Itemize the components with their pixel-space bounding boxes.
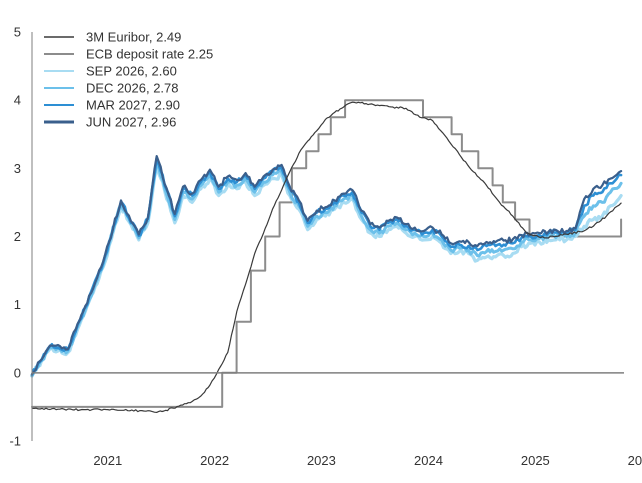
series-line-sep2026: [30, 163, 623, 378]
legend-label-sep2026: SEP 2026, 2.60: [86, 64, 177, 79]
series-line-mar2027: [30, 156, 623, 377]
x-tick-label: 2024: [414, 453, 443, 468]
x-tick-label: 2025: [521, 453, 550, 468]
legend-label-jun2027: JUN 2027, 2.96: [86, 115, 176, 130]
legend-label-mar2027: MAR 2027, 2.90: [86, 98, 180, 113]
axes: -1 0 1 2 3 4 5 2021 2022 2023 2024 2025 2026: [9, 25, 642, 469]
series-line-deposit: [31, 99, 623, 408]
y-tick-label: 2: [14, 229, 21, 244]
legend-label-deposit: ECB deposit rate 2.25: [86, 47, 213, 62]
x-tick-label: 2026: [628, 453, 642, 468]
y-tick-label: 5: [14, 25, 21, 40]
series-line-jun2027: [30, 155, 623, 376]
x-tick-label: 2021: [93, 453, 122, 468]
x-tick-label: 2023: [307, 453, 336, 468]
series-line-euribor: [31, 101, 622, 413]
legend-label-dec2026: DEC 2026, 2.78: [86, 81, 179, 96]
legend: 3M Euribor, 2.49 ECB deposit rate 2.25 SEP…: [44, 30, 213, 130]
x-tick-label: 2022: [200, 453, 229, 468]
plot-area: [30, 99, 623, 413]
legend-label-euribor: 3M Euribor, 2.49: [86, 30, 181, 45]
y-tick-label: 0: [14, 365, 21, 380]
y-tick-label: -1: [9, 434, 21, 449]
series-line-dec2026: [30, 160, 623, 378]
y-tick-label: 1: [14, 297, 21, 312]
y-tick-label: 4: [14, 93, 21, 108]
y-tick-label: 3: [14, 161, 21, 176]
